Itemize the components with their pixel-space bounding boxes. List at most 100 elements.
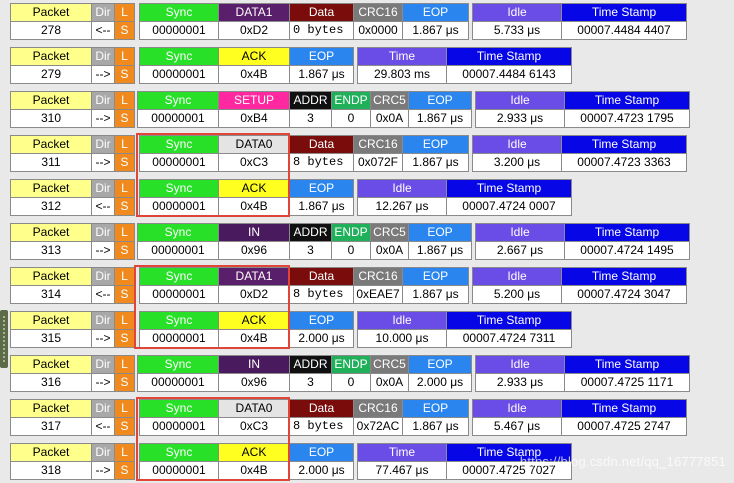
pid-field-value: 0xD2: [219, 286, 289, 303]
pid-field-value: 0x4B: [219, 198, 289, 215]
crc5-field-value: 0x0A: [371, 110, 408, 127]
sync-field-header: Sync: [138, 356, 218, 373]
timestamp-field-value: 00007.4484 6143: [447, 66, 571, 83]
packet-fields-group: Sync 00000001 DATA0 0xC3 Data 8 bytes CRC16 0x0…: [139, 135, 469, 172]
eop-field-value: 1.867 μs: [290, 66, 353, 83]
direction-value: -->: [92, 462, 114, 479]
data-field-value: 8 bytes: [290, 286, 353, 303]
sync-field-header: Sync: [140, 312, 218, 329]
packet-fields-group: Sync 00000001 IN 0x96 ADDR 3 ENDP 0 CRC5 0x0A EOP 1…: [137, 223, 472, 260]
pid-field-value: 0xC3: [219, 154, 289, 171]
direction-header: Dir: [92, 444, 114, 461]
grip-icon: [3, 316, 5, 362]
timing-group: Idle 2.933 μs Time Stamp 00007.4723 1795: [475, 91, 690, 128]
direction-value: -->: [92, 66, 114, 83]
packet-fields-group: Sync 00000001 IN 0x96 ADDR 3 ENDP 0 CRC5 0x0A EOP 2…: [137, 355, 472, 392]
packet-number-header: Packet: [11, 92, 91, 109]
endp-field-header: ENDP: [332, 224, 370, 241]
timing-group: Idle 12.267 μs Time Stamp 00007.4724 0007: [357, 179, 572, 216]
timestamp-field-value: 00007.4724 3047: [562, 286, 686, 303]
endp-field-value: 0: [332, 242, 370, 259]
pid-field-value: 0x4B: [219, 462, 289, 479]
endp-field-header: ENDP: [332, 356, 370, 373]
s-indicator: S: [115, 66, 134, 83]
s-indicator: S: [115, 22, 134, 39]
packet-fields-group: Sync 00000001 ACK 0x4B EOP 1.867 μs: [139, 47, 354, 84]
eop-field-value: 1.867 μs: [403, 22, 468, 39]
packet-number-value: 318: [11, 462, 91, 479]
sync-field-value: 00000001: [140, 286, 218, 303]
direction-header: Dir: [92, 268, 114, 285]
crc16-field-value: 0x72AC: [354, 418, 402, 435]
sync-field-value: 00000001: [140, 418, 218, 435]
timestamp-field-value: 00007.4725 7027: [447, 462, 571, 479]
timing-group: Idle 5.200 μs Time Stamp 00007.4724 3047: [472, 267, 687, 304]
timing-group: Time 77.467 μs Time Stamp 00007.4725 7027: [357, 443, 572, 480]
endp-field-value: 0: [332, 110, 370, 127]
pid-field-header: ACK: [219, 444, 289, 461]
gap-field-value: 2.667 μs: [476, 242, 564, 259]
eop-field-header: EOP: [403, 4, 468, 21]
l-indicator: L: [115, 92, 134, 109]
sync-field-header: Sync: [138, 92, 218, 109]
packet-info-group: Packet 312 Dir <-- L S: [10, 179, 135, 216]
timing-group: Idle 2.667 μs Time Stamp 00007.4724 1495: [475, 223, 690, 260]
crc5-field-header: CRC5: [371, 356, 408, 373]
l-indicator: L: [115, 356, 134, 373]
pid-field-header: ACK: [219, 48, 289, 65]
timing-group: Idle 2.933 μs Time Stamp 00007.4725 1171: [475, 355, 690, 392]
eop-field-value: 1.867 μs: [403, 154, 468, 171]
eop-field-header: EOP: [290, 48, 353, 65]
timestamp-field-header: Time Stamp: [565, 224, 689, 241]
s-indicator: S: [115, 330, 134, 347]
direction-value: <--: [92, 22, 114, 39]
eop-field-header: EOP: [290, 312, 353, 329]
pid-field-value: 0xB4: [219, 110, 289, 127]
crc5-field-value: 0x0A: [371, 242, 408, 259]
direction-value: -->: [92, 154, 114, 171]
sync-field-value: 00000001: [138, 110, 218, 127]
packet-info-group: Packet 310 Dir --> L S: [10, 91, 135, 128]
packet-number-value: 310: [11, 110, 91, 127]
gap-field-header: Time: [358, 444, 446, 461]
data-field-header: Data: [290, 136, 353, 153]
data-field-header: Data: [290, 268, 353, 285]
eop-field-header: EOP: [403, 400, 468, 417]
gap-field-header: Time: [358, 48, 446, 65]
packet-number-header: Packet: [11, 48, 91, 65]
packet-number-header: Packet: [11, 180, 91, 197]
eop-field-value: 2.000 μs: [290, 462, 353, 479]
timestamp-field-value: 00007.4724 1495: [565, 242, 689, 259]
timestamp-field-value: 00007.4484 4407: [562, 22, 686, 39]
packet-fields-group: Sync 00000001 ACK 0x4B EOP 1.867 μs: [139, 179, 354, 216]
eop-field-value: 2.000 μs: [290, 330, 353, 347]
direction-header: Dir: [92, 4, 114, 21]
packet-number-value: 315: [11, 330, 91, 347]
crc16-field-value: 0x072F: [354, 154, 402, 171]
packet-info-group: Packet 315 Dir --> L S: [10, 311, 135, 348]
packet-number-header: Packet: [11, 444, 91, 461]
addr-field-header: ADDR: [290, 92, 331, 109]
crc16-field-value: 0xEAE7: [354, 286, 402, 303]
eop-field-value: 1.867 μs: [403, 418, 468, 435]
s-indicator: S: [115, 374, 134, 391]
packet-number-value: 314: [11, 286, 91, 303]
direction-value: <--: [92, 286, 114, 303]
sync-field-header: Sync: [140, 180, 218, 197]
gap-field-value: 2.933 μs: [476, 374, 564, 391]
eop-field-header: EOP: [409, 224, 471, 241]
l-indicator: L: [115, 224, 134, 241]
direction-header: Dir: [92, 224, 114, 241]
timestamp-field-value: 00007.4724 0007: [447, 198, 571, 215]
s-indicator: S: [115, 242, 134, 259]
timing-group: Time 29.803 ms Time Stamp 00007.4484 6143: [357, 47, 572, 84]
crc16-field-header: CRC16: [354, 136, 402, 153]
packet-info-group: Packet 316 Dir --> L S: [10, 355, 135, 392]
splitter-handle[interactable]: [0, 310, 8, 368]
gap-field-value: 5.467 μs: [473, 418, 561, 435]
packet-fields-group: Sync 00000001 SETUP 0xB4 ADDR 3 ENDP 0 CRC5 0x0A E…: [137, 91, 472, 128]
packet-info-group: Packet 314 Dir <-- L S: [10, 267, 135, 304]
gap-field-header: Idle: [473, 4, 561, 21]
packet-number-value: 312: [11, 198, 91, 215]
s-indicator: S: [115, 462, 134, 479]
